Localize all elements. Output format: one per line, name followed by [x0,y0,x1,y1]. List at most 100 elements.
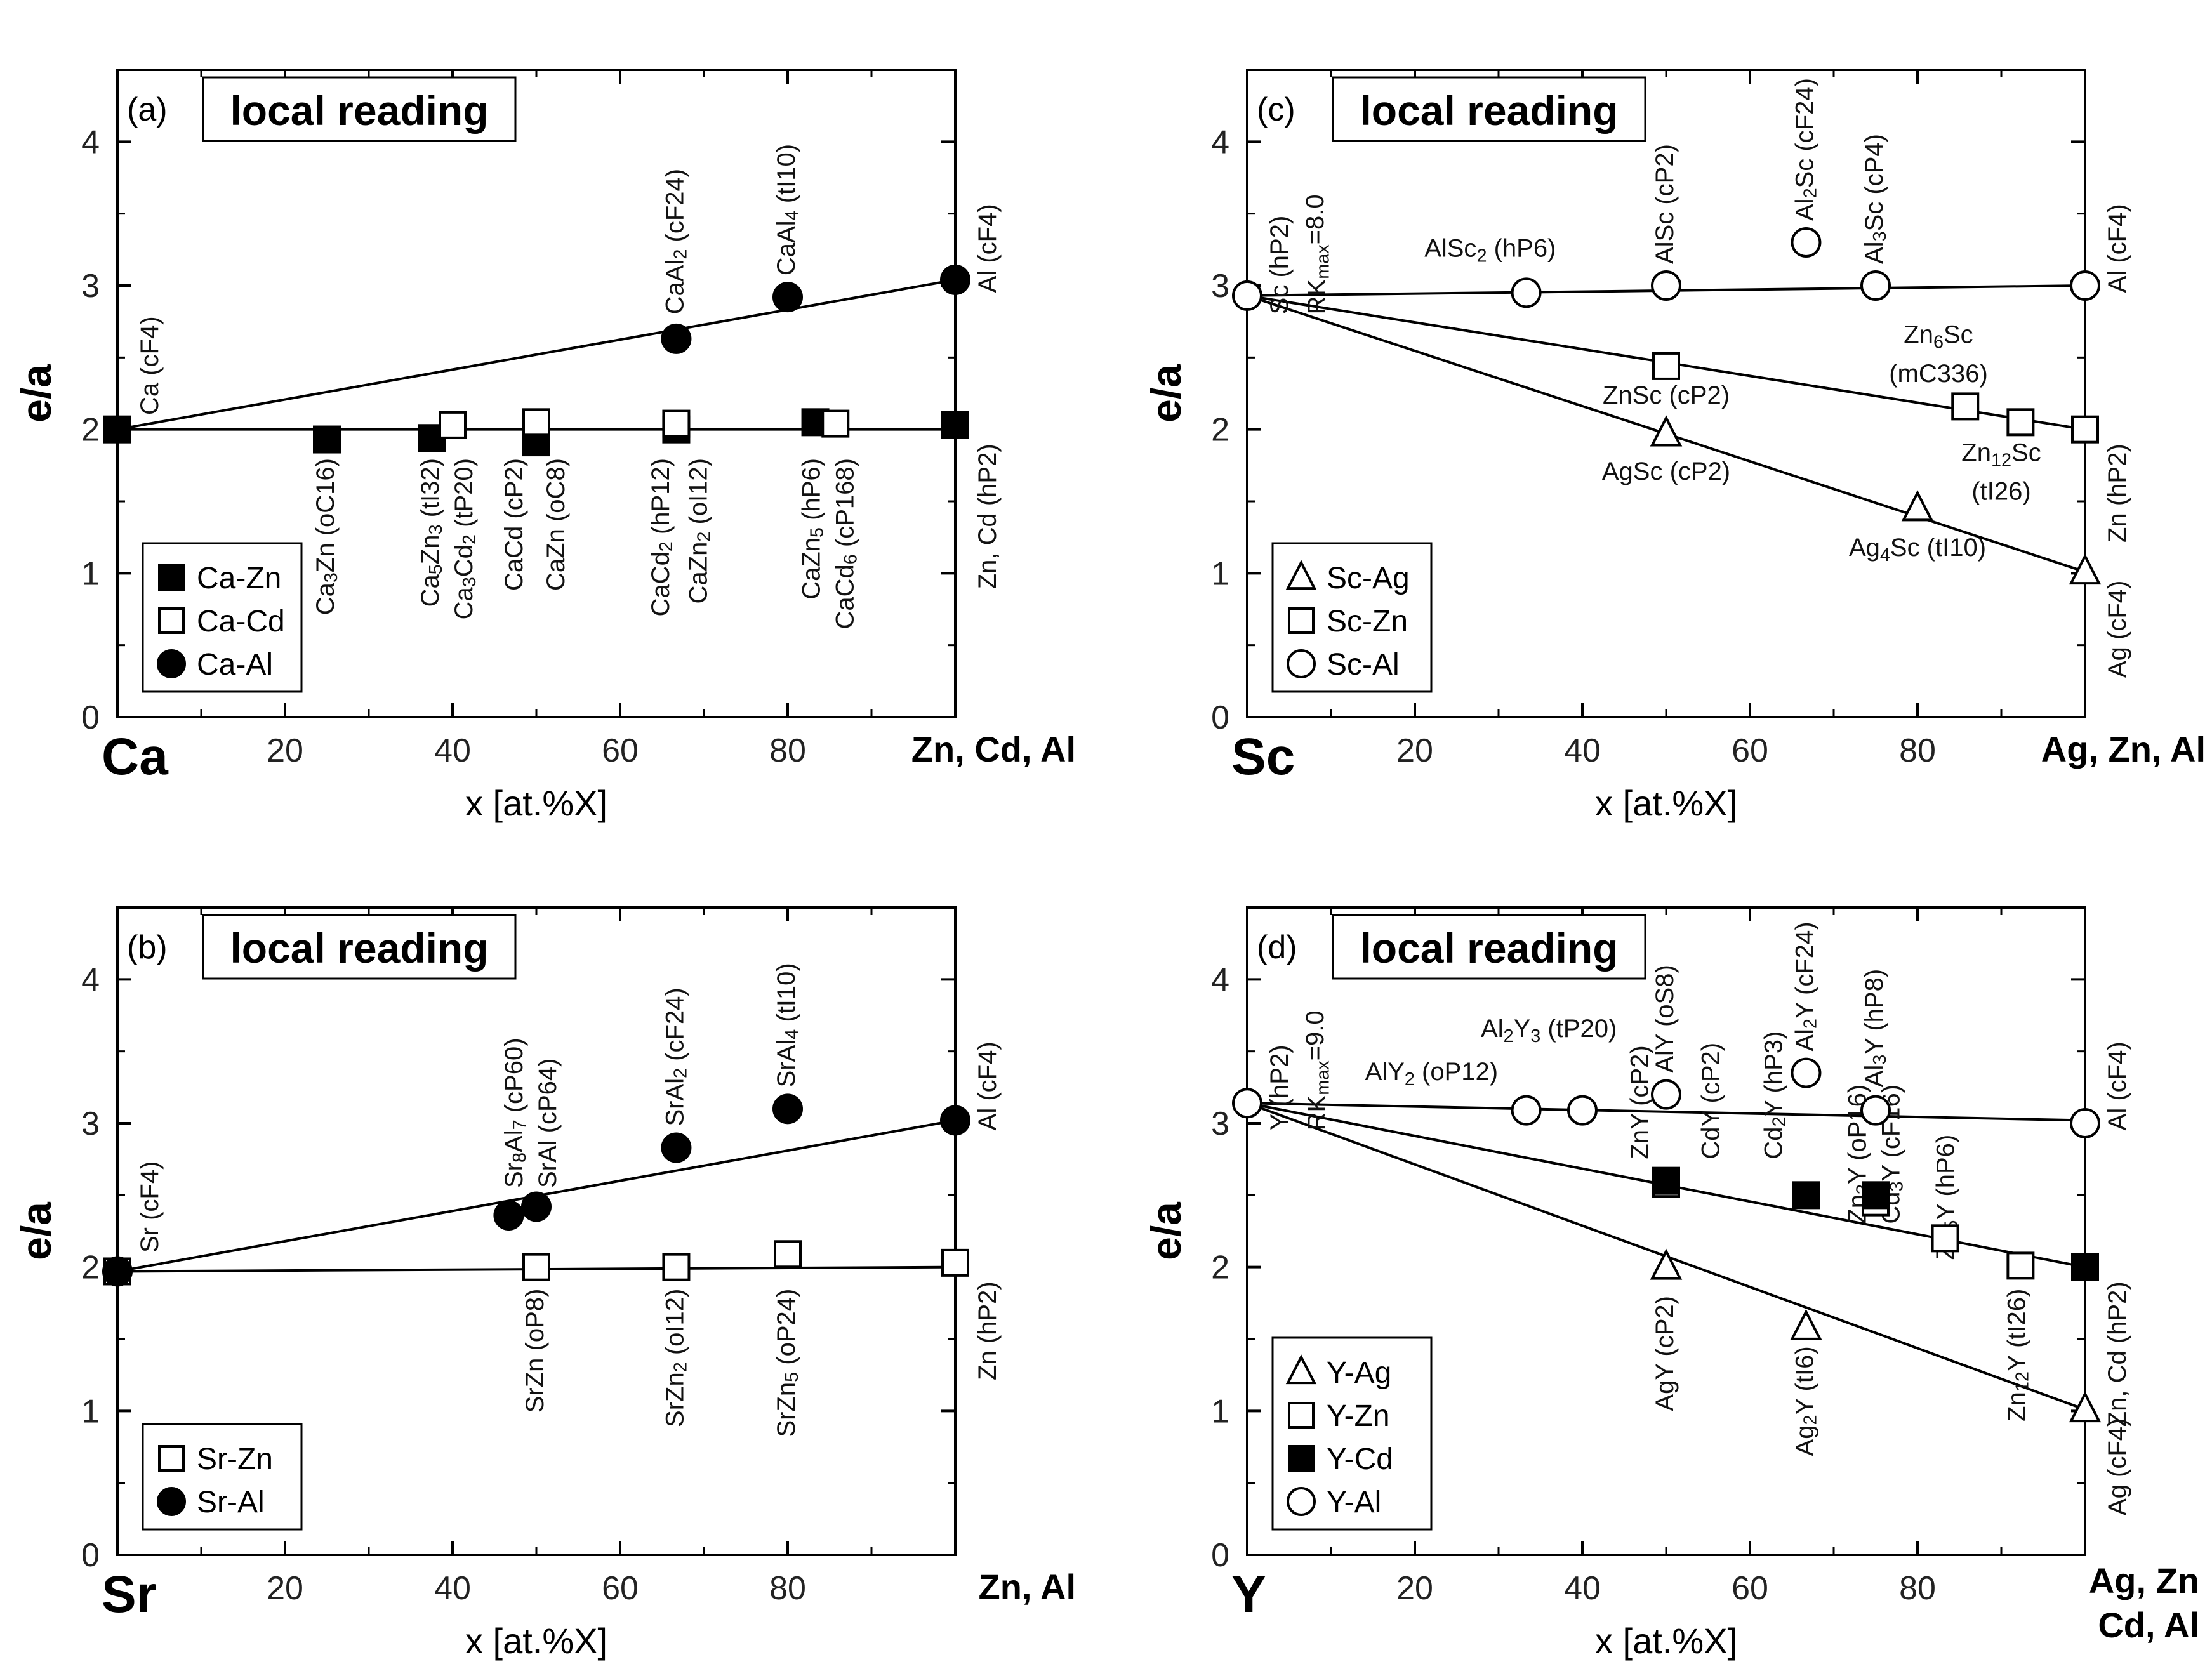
text-run: (tI26) [1971,478,2030,506]
x-axis-title: x [at.%X] [1595,783,1737,823]
phase-annotation: AgY (cP2) [1651,1296,1679,1411]
x-tick-label: 40 [434,732,471,769]
legend-marker [1288,1445,1315,1472]
text-run: Ag (cF4) [2103,1418,2131,1515]
text-run: CaAl [772,220,800,275]
text-run: Ca [312,582,340,615]
phase-annotation: CaZn (oC8) [542,458,570,591]
legend-marker [1285,560,1317,590]
data-point-sr-al [521,1191,552,1222]
heading-text: local reading [1360,925,1618,972]
text-run: Zn, Cd (hP2) [973,444,1001,589]
x-axis-title: x [at.%X] [465,783,607,823]
text-run: CaZn [797,538,825,600]
text-run: =9.0 [1301,1010,1329,1060]
text-run: 2 [656,541,677,551]
text-run: Cd [449,544,477,577]
data-point-sc-al [1511,277,1542,308]
text-run: (tP20) [1540,1015,1617,1043]
phase-annotation: Ag (cF4) [2103,581,2131,678]
text-run: 3 [321,572,341,583]
text-run: Cd [1759,1127,1787,1159]
text-run: AlSc [1424,235,1476,263]
data-point-y-al [1567,1095,1598,1126]
phase-annotation: Ca3​Cd2​ (tP20) [449,458,479,619]
text-run: Sc (tI10) [1890,534,1986,562]
y-axis-title: e/a [13,364,60,423]
legend-marker [157,1487,186,1516]
data-point-sc-ag [1650,415,1683,447]
phase-annotation: SrAl (cP64) [533,1059,561,1189]
x-tick-label: 20 [267,732,303,769]
y-tick-label: 3 [81,268,100,305]
text-run: Y (hP2) [1265,1045,1293,1130]
text-run: 2 [1504,1026,1514,1046]
text-run: CdY (cP2) [1697,1043,1725,1159]
text-run: Y (hP8) [1860,969,1888,1055]
text-run: Ca (cF4) [135,316,163,415]
data-point-y-al [1511,1095,1542,1126]
text-run: Y (hP3) [1759,1031,1787,1117]
text-run: 3 [426,524,446,534]
phase-annotation: Cd2​Y (hP3) [1759,1031,1789,1159]
phase-annotation: Ag2​Y (tI6) [1791,1346,1820,1456]
text-run: CaCd [831,564,859,629]
data-point-sr-al [102,1256,133,1287]
data-point-y-cd [1792,1181,1820,1210]
phase-annotation: CaAl2​ (cF24) [661,169,691,314]
x-tick-label: 80 [769,1570,806,1607]
phase-annotation: Sc (hP2) [1265,216,1293,315]
text-run: Ag [1849,534,1880,562]
text-run: CaZn (oC8) [542,458,570,591]
text-run: Al [1791,1029,1818,1052]
phase-annotation: Ag (cF4) [2103,1418,2131,1515]
panel-tag: (c) [1257,91,1295,128]
y-tick-label: 0 [81,699,100,736]
text-run: Al (cF4) [973,1041,1001,1130]
text-run: 4 [1880,545,1890,565]
data-point-y-ag [1790,1309,1822,1340]
text-run: Y [1514,1015,1531,1043]
phase-annotation: AlY (oS8) [1651,965,1679,1072]
data-point-ca-al [940,264,970,295]
y-tick-label: 4 [81,961,100,998]
text-run: 3 [459,577,479,587]
text-run: 4 [782,210,802,220]
text-run: (mC336) [1889,360,1988,388]
text-run: Al (cF4) [2103,204,2131,293]
text-run: (tI10) [772,963,800,1029]
y-tick-label: 2 [81,412,100,449]
panel-b: 0 1 2 3 4 20 40 60 80 Sr Zn, Al x [at.%X] e/a (b) loca… [13,906,1076,1661]
text-run: max [1313,244,1333,279]
text-run: SrZn [661,1372,689,1427]
text-run: AlY (oS8) [1651,965,1679,1072]
data-point-ca-cd [439,411,467,439]
legend-label: Sr-Al [197,1486,265,1519]
phase-annotation: Zn12​Y (tI26) [2003,1289,2032,1422]
data-point-sr-zn [774,1240,802,1269]
text-run: Y (tI26) [2003,1289,2030,1371]
text-run: (hP6) [1487,235,1556,263]
data-point-y-zn [2006,1251,2035,1280]
x-tick-label: 20 [1396,1570,1433,1607]
text-run: Zn (oC16) [312,458,340,572]
trend-line [117,278,956,431]
text-run: 3 [1870,231,1890,241]
data-point-y-al [1860,1095,1891,1126]
text-run: (hP6) [797,458,825,527]
x-end-elements-label: Ag, Zn, Al [2041,729,2206,769]
x-tick-label: 80 [769,732,806,769]
data-point-sr-zn [522,1253,550,1281]
phase-annotation: Sr8​Al7​ (cP60) [500,1038,530,1188]
legend-label: Ca-Cd [197,605,285,638]
data-point-sr-al [493,1200,524,1231]
phase-annotation: SrZn2​ (oI12) [661,1289,691,1427]
legend-marker [1285,1354,1317,1385]
phase-annotation: SrAl4​ (tI10) [772,963,802,1087]
data-point-sr-zn [941,1248,969,1277]
data-point-y-al [1232,1088,1262,1119]
legend-label: Y-Ag [1327,1356,1391,1390]
panel-tag: (a) [127,91,168,128]
phase-annotation: SrZn (oP8) [521,1289,549,1413]
